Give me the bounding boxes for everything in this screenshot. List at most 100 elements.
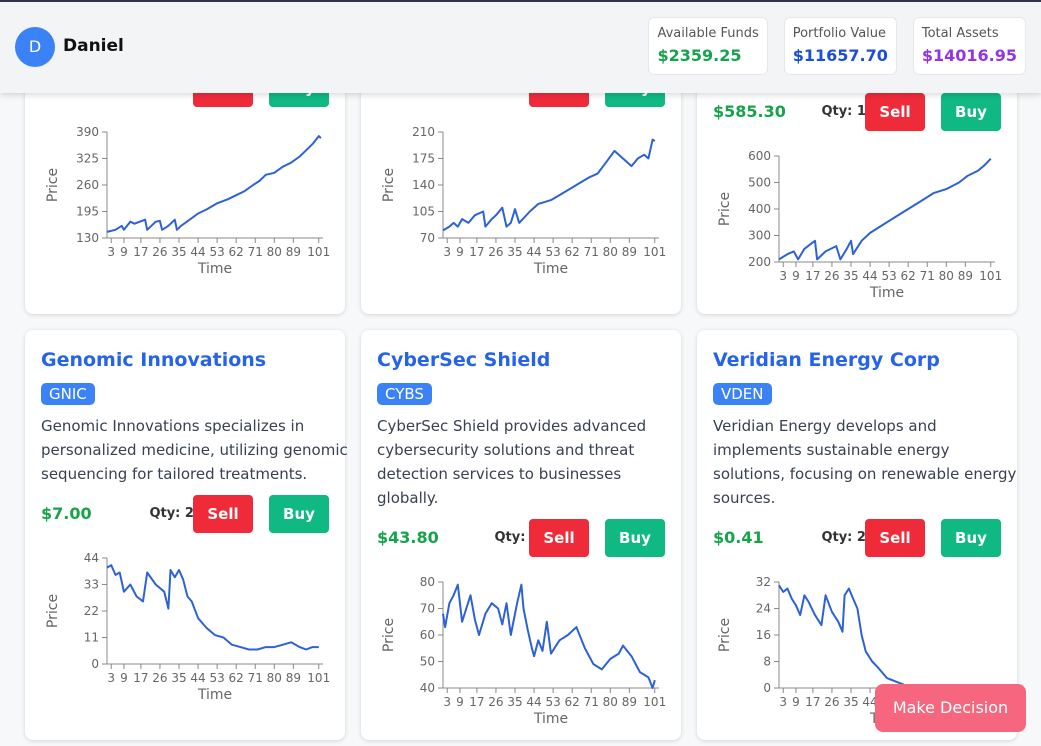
x-tick-label: 89 bbox=[622, 695, 637, 709]
price: $43.80 bbox=[377, 528, 439, 547]
x-tick-label: 89 bbox=[958, 269, 973, 283]
stock-name: CyberSec Shield bbox=[377, 349, 551, 371]
stat-label: Portfolio Value bbox=[792, 26, 887, 41]
x-tick-label: 71 bbox=[584, 695, 599, 709]
x-tick-label: 71 bbox=[584, 245, 599, 259]
x-tick-label: 80 bbox=[603, 245, 618, 259]
ticker-badge: CYBS bbox=[377, 383, 432, 405]
x-tick-label: 3 bbox=[779, 269, 787, 283]
y-tick-label: 195 bbox=[76, 205, 99, 219]
sell-button[interactable]: Sell bbox=[193, 495, 253, 533]
x-tick-label: 3 bbox=[107, 245, 115, 259]
x-axis-label: Time bbox=[197, 687, 232, 703]
sell-button[interactable]: Sell bbox=[865, 93, 925, 131]
x-tick-label: 17 bbox=[469, 245, 484, 259]
x-tick-label: 101 bbox=[643, 245, 666, 259]
header: D Daniel Available Funds $2359.25 Portfoli… bbox=[0, 0, 1041, 93]
y-axis-label: Price bbox=[717, 618, 733, 652]
x-tick-label: 26 bbox=[152, 671, 167, 685]
price-line bbox=[106, 564, 319, 651]
x-tick-label: 62 bbox=[229, 671, 244, 685]
x-tick-label: 80 bbox=[603, 695, 618, 709]
ticker-badge: VDEN bbox=[713, 383, 772, 405]
x-tick-label: 9 bbox=[456, 245, 464, 259]
x-tick-label: 71 bbox=[248, 245, 263, 259]
buy-button[interactable]: Buy bbox=[605, 519, 665, 557]
stat-box: Portfolio Value $11657.70 bbox=[783, 17, 897, 75]
x-tick-label: 101 bbox=[307, 671, 330, 685]
buy-button[interactable]: Buy bbox=[269, 495, 329, 533]
sell-button[interactable]: Sell bbox=[529, 519, 589, 557]
stat-label: Available Funds bbox=[657, 26, 759, 41]
x-tick-label: 44 bbox=[190, 245, 205, 259]
price-line bbox=[442, 138, 656, 232]
x-tick-label: 26 bbox=[488, 695, 503, 709]
stat-value: $11657.70 bbox=[792, 46, 888, 65]
price: $0.41 bbox=[713, 528, 764, 547]
y-tick-label: 40 bbox=[420, 681, 435, 695]
x-tick-label: 89 bbox=[622, 245, 637, 259]
y-tick-label: 32 bbox=[756, 575, 771, 589]
stock-card: CyberSec Shield CYBS CyberSec Shield provi… bbox=[361, 330, 681, 740]
x-axis-label: Time bbox=[197, 261, 232, 277]
x-tick-label: 80 bbox=[267, 245, 282, 259]
stock-card: Genomic Innovations GNIC Genomic Innovatio… bbox=[25, 330, 348, 740]
y-tick-label: 60 bbox=[420, 628, 435, 642]
y-tick-label: 175 bbox=[412, 152, 435, 166]
quantity: Qty: 20 bbox=[821, 530, 875, 545]
y-tick-label: 325 bbox=[76, 152, 99, 166]
x-tick-label: 53 bbox=[881, 269, 896, 283]
y-tick-label: 50 bbox=[420, 655, 435, 669]
x-tick-label: 26 bbox=[152, 245, 167, 259]
quantity: Qty: 25 bbox=[149, 506, 203, 521]
y-tick-label: 0 bbox=[91, 657, 99, 671]
y-tick-label: 22 bbox=[84, 604, 99, 618]
y-axis-label: Price bbox=[717, 192, 733, 226]
y-tick-label: 400 bbox=[748, 202, 771, 216]
x-tick-label: 9 bbox=[456, 695, 464, 709]
x-tick-label: 17 bbox=[469, 695, 484, 709]
price: $585.30 bbox=[713, 102, 786, 121]
y-tick-label: 0 bbox=[763, 681, 771, 695]
description-line: solutions, focusing on renewable energy bbox=[713, 465, 1017, 483]
description-line: Veridian Energy develops and bbox=[713, 417, 937, 435]
x-tick-label: 44 bbox=[526, 245, 541, 259]
y-tick-label: 8 bbox=[763, 655, 771, 669]
x-tick-label: 26 bbox=[488, 245, 503, 259]
y-tick-label: 210 bbox=[412, 125, 435, 139]
x-tick-label: 53 bbox=[545, 695, 560, 709]
stat-value: $14016.95 bbox=[921, 46, 1017, 65]
x-tick-label: 3 bbox=[443, 695, 451, 709]
x-tick-label: 101 bbox=[979, 269, 1002, 283]
x-tick-label: 26 bbox=[824, 269, 839, 283]
make-decision-button[interactable]: Make Decision bbox=[875, 684, 1026, 732]
x-tick-label: 71 bbox=[920, 269, 935, 283]
y-tick-label: 200 bbox=[748, 255, 771, 269]
y-axis-label: Price bbox=[381, 618, 397, 652]
buy-button[interactable]: Buy bbox=[941, 519, 1001, 557]
buy-button[interactable]: Buy bbox=[941, 93, 1001, 131]
x-tick-label: 9 bbox=[120, 245, 128, 259]
y-tick-label: 24 bbox=[756, 602, 771, 616]
description-line: detection services to businesses bbox=[377, 465, 622, 483]
y-tick-label: 500 bbox=[748, 176, 771, 190]
x-tick-label: 9 bbox=[792, 269, 800, 283]
x-tick-label: 80 bbox=[939, 269, 954, 283]
avatar: D bbox=[15, 27, 55, 67]
description-line: sources. bbox=[713, 489, 776, 507]
x-tick-label: 35 bbox=[507, 245, 522, 259]
x-tick-label: 44 bbox=[862, 269, 877, 283]
x-tick-label: 53 bbox=[209, 245, 224, 259]
y-tick-label: 44 bbox=[84, 551, 99, 565]
stock-name: Veridian Energy Corp bbox=[713, 349, 940, 371]
x-tick-label: 101 bbox=[643, 695, 666, 709]
quantity: Qty: 0 bbox=[494, 530, 539, 545]
x-tick-label: 35 bbox=[171, 671, 186, 685]
sell-button[interactable]: Sell bbox=[865, 519, 925, 557]
description-line: globally. bbox=[377, 489, 439, 507]
y-axis-label: Price bbox=[381, 168, 397, 202]
x-tick-label: 35 bbox=[171, 245, 186, 259]
description-line: CyberSec Shield provides advanced bbox=[377, 417, 647, 435]
ticker-badge: GNIC bbox=[41, 383, 95, 405]
